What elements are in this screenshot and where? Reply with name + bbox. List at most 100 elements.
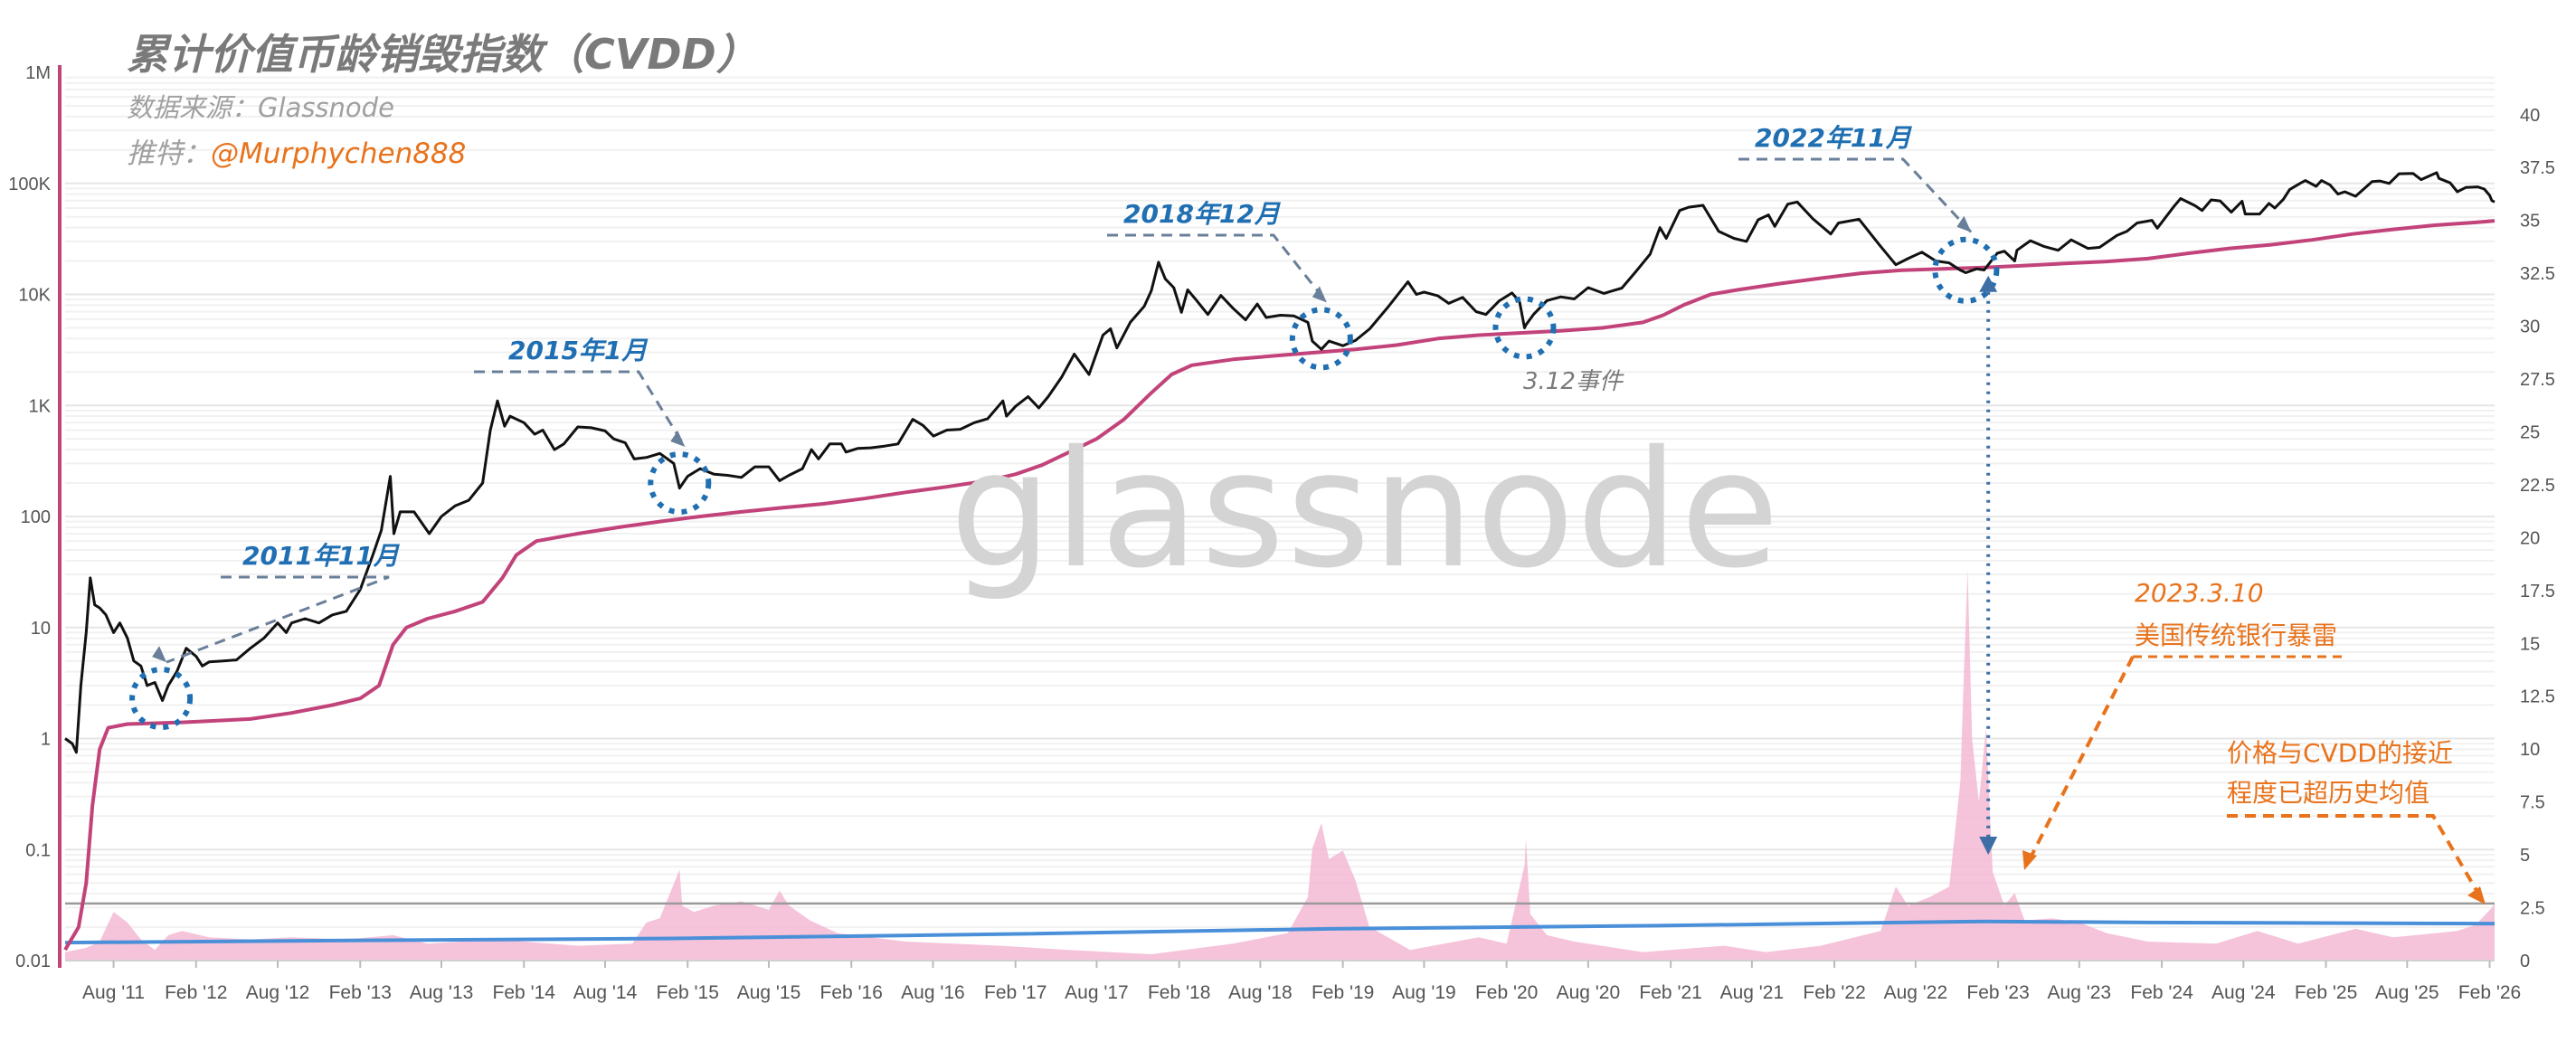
ratio-area-layer bbox=[64, 569, 2496, 961]
annotation-label: 2015年1月 bbox=[508, 336, 649, 365]
annotation-label: 2022年11月 bbox=[1755, 123, 1913, 153]
x-tick-label: Aug '22 bbox=[1884, 982, 1948, 1003]
x-tick-label: Aug '25 bbox=[2375, 982, 2439, 1003]
y-right-tick-label: 30 bbox=[2520, 317, 2540, 337]
connector-arrowhead bbox=[1979, 275, 1998, 292]
annotation-label: 3.12事件 bbox=[1523, 368, 1624, 395]
x-tick-label: Aug '21 bbox=[1720, 982, 1785, 1003]
data-source-value: Glassnode bbox=[258, 92, 394, 123]
y-right-tick-label: 2.5 bbox=[2520, 899, 2545, 919]
annotation-label: 2023.3.10 bbox=[2135, 578, 2264, 608]
x-tick-label: Feb '20 bbox=[1475, 982, 1538, 1003]
x-tick-label: Feb '17 bbox=[984, 982, 1046, 1003]
x-tick-label: Aug '16 bbox=[901, 982, 965, 1003]
y-left-tick-label: 100 bbox=[21, 507, 51, 527]
annotation-leader bbox=[1738, 157, 1973, 233]
y-right-tick-label: 17.5 bbox=[2520, 582, 2555, 602]
x-tick-label: Aug '20 bbox=[1557, 982, 1621, 1003]
x-tick-label: Aug '14 bbox=[573, 982, 638, 1003]
gridlines bbox=[65, 76, 2495, 961]
y-right-tick-label: 37.5 bbox=[2520, 158, 2555, 178]
bottom-marker-circle bbox=[129, 667, 194, 731]
annotation-arrowhead bbox=[152, 646, 167, 663]
annotation-arrowhead bbox=[2467, 886, 2486, 905]
x-tick-label: Feb '13 bbox=[329, 982, 392, 1003]
x-tick-label: Aug '11 bbox=[82, 982, 145, 1003]
annotation-label: 价格与CVDD的接近 bbox=[2227, 738, 2453, 768]
x-tick-label: Feb '22 bbox=[1803, 982, 1865, 1003]
annotations-layer: 2011年11月 2015年1月 2018年12月 2022年11月 3.12事件 202… bbox=[129, 123, 2486, 905]
annotation-leader bbox=[1107, 233, 1329, 304]
x-tick-label: Feb '19 bbox=[1312, 982, 1374, 1003]
x-tick-label: Feb '24 bbox=[2130, 982, 2193, 1003]
y-right-tick-label: 22.5 bbox=[2520, 476, 2555, 496]
data-source-label: 数据来源： bbox=[127, 92, 259, 123]
bottom-marker-circle bbox=[1289, 307, 1353, 371]
x-tick-label: Aug '17 bbox=[1065, 982, 1129, 1003]
watermark: glassnode bbox=[950, 416, 1782, 603]
y-right-tick-label: 5 bbox=[2520, 846, 2530, 866]
y-right-tick-label: 12.5 bbox=[2520, 687, 2555, 707]
x-tick-label: Aug '15 bbox=[737, 982, 801, 1003]
bottom-marker-circle bbox=[1492, 296, 1557, 360]
y-right-tick-label: 35 bbox=[2520, 212, 2540, 232]
chart-title: 累计价值币龄销毁指数（CVDD） bbox=[127, 30, 758, 79]
x-tick-label: Aug '12 bbox=[246, 982, 310, 1003]
bottom-marker-circle bbox=[648, 451, 712, 516]
x-tick-label: Feb '18 bbox=[1148, 982, 1210, 1003]
connector-arrowhead bbox=[1979, 837, 1998, 855]
annotation-leader bbox=[2028, 656, 2135, 860]
cvdd-line bbox=[63, 219, 2496, 952]
x-tick-label: Aug '13 bbox=[410, 982, 474, 1003]
y-right-tick-label: 25 bbox=[2520, 422, 2540, 442]
annotation-leader bbox=[166, 575, 390, 664]
annotation-leader bbox=[474, 370, 687, 448]
y-right-tick-label: 0 bbox=[2520, 952, 2530, 971]
y-right-tick-label: 20 bbox=[2520, 528, 2540, 548]
x-tick-label: Aug '23 bbox=[2048, 982, 2112, 1003]
annotation-label: 程度已超历史均值 bbox=[2227, 778, 2429, 808]
x-tick-label: Aug '24 bbox=[2211, 982, 2276, 1003]
y-right-tick-label: 40 bbox=[2520, 106, 2540, 126]
y-left-tick-label: 10 bbox=[31, 619, 51, 639]
y-right-tick-label: 32.5 bbox=[2520, 264, 2555, 284]
y-right-tick-label: 27.5 bbox=[2520, 370, 2555, 390]
y-left-tick-label: 0.1 bbox=[25, 840, 51, 860]
y-right-tick-label: 15 bbox=[2520, 634, 2540, 654]
y-left-tick-label: 100K bbox=[8, 175, 51, 194]
y-left-tick-label: 0.01 bbox=[15, 952, 51, 971]
y-right-tick-label: 7.5 bbox=[2520, 793, 2545, 813]
y-left-tick-label: 1K bbox=[29, 396, 52, 416]
annotation-arrowhead bbox=[670, 431, 686, 448]
annotation-arrowhead bbox=[2022, 850, 2037, 870]
y-right-tick-label: 10 bbox=[2520, 740, 2540, 760]
annotation-label: 2011年11月 bbox=[242, 541, 401, 571]
price-line bbox=[64, 171, 2496, 754]
y-left-tick-label: 1 bbox=[41, 730, 51, 750]
credit-handle: @Murphychen888 bbox=[211, 137, 467, 170]
x-tick-label: Feb '14 bbox=[493, 982, 556, 1003]
x-tick-label: Feb '12 bbox=[165, 982, 227, 1003]
ratio-baseline-line bbox=[64, 919, 2496, 945]
annotation-leader bbox=[2227, 814, 2480, 895]
credit-label: 推特： bbox=[127, 137, 211, 170]
y-left-tick-label: 10K bbox=[18, 286, 51, 306]
x-tick-label: Feb '26 bbox=[2458, 982, 2521, 1003]
annotation-arrowhead bbox=[1956, 215, 1972, 232]
x-tick-label: Feb '16 bbox=[820, 982, 883, 1003]
x-tick-label: Feb '21 bbox=[1639, 982, 1701, 1003]
x-tick-label: Feb '23 bbox=[1966, 982, 2029, 1003]
x-tick-label: Feb '25 bbox=[2295, 982, 2357, 1003]
annotation-label: 美国传统银行暴雷 bbox=[2135, 620, 2337, 650]
author-credit: 推特：@Murphychen888 bbox=[127, 130, 466, 171]
series-lines-layer bbox=[63, 171, 2496, 952]
x-tick-label: Feb '15 bbox=[657, 982, 719, 1003]
y-left-tick-label: 1M bbox=[25, 63, 51, 83]
x-tick-label: Aug '19 bbox=[1392, 982, 1456, 1003]
x-tick-label: Aug '18 bbox=[1228, 982, 1293, 1003]
annotation-label: 2018年12月 bbox=[1123, 199, 1282, 229]
annotation-arrowhead bbox=[1312, 286, 1327, 303]
data-source: 数据来源：Glassnode bbox=[127, 87, 394, 125]
